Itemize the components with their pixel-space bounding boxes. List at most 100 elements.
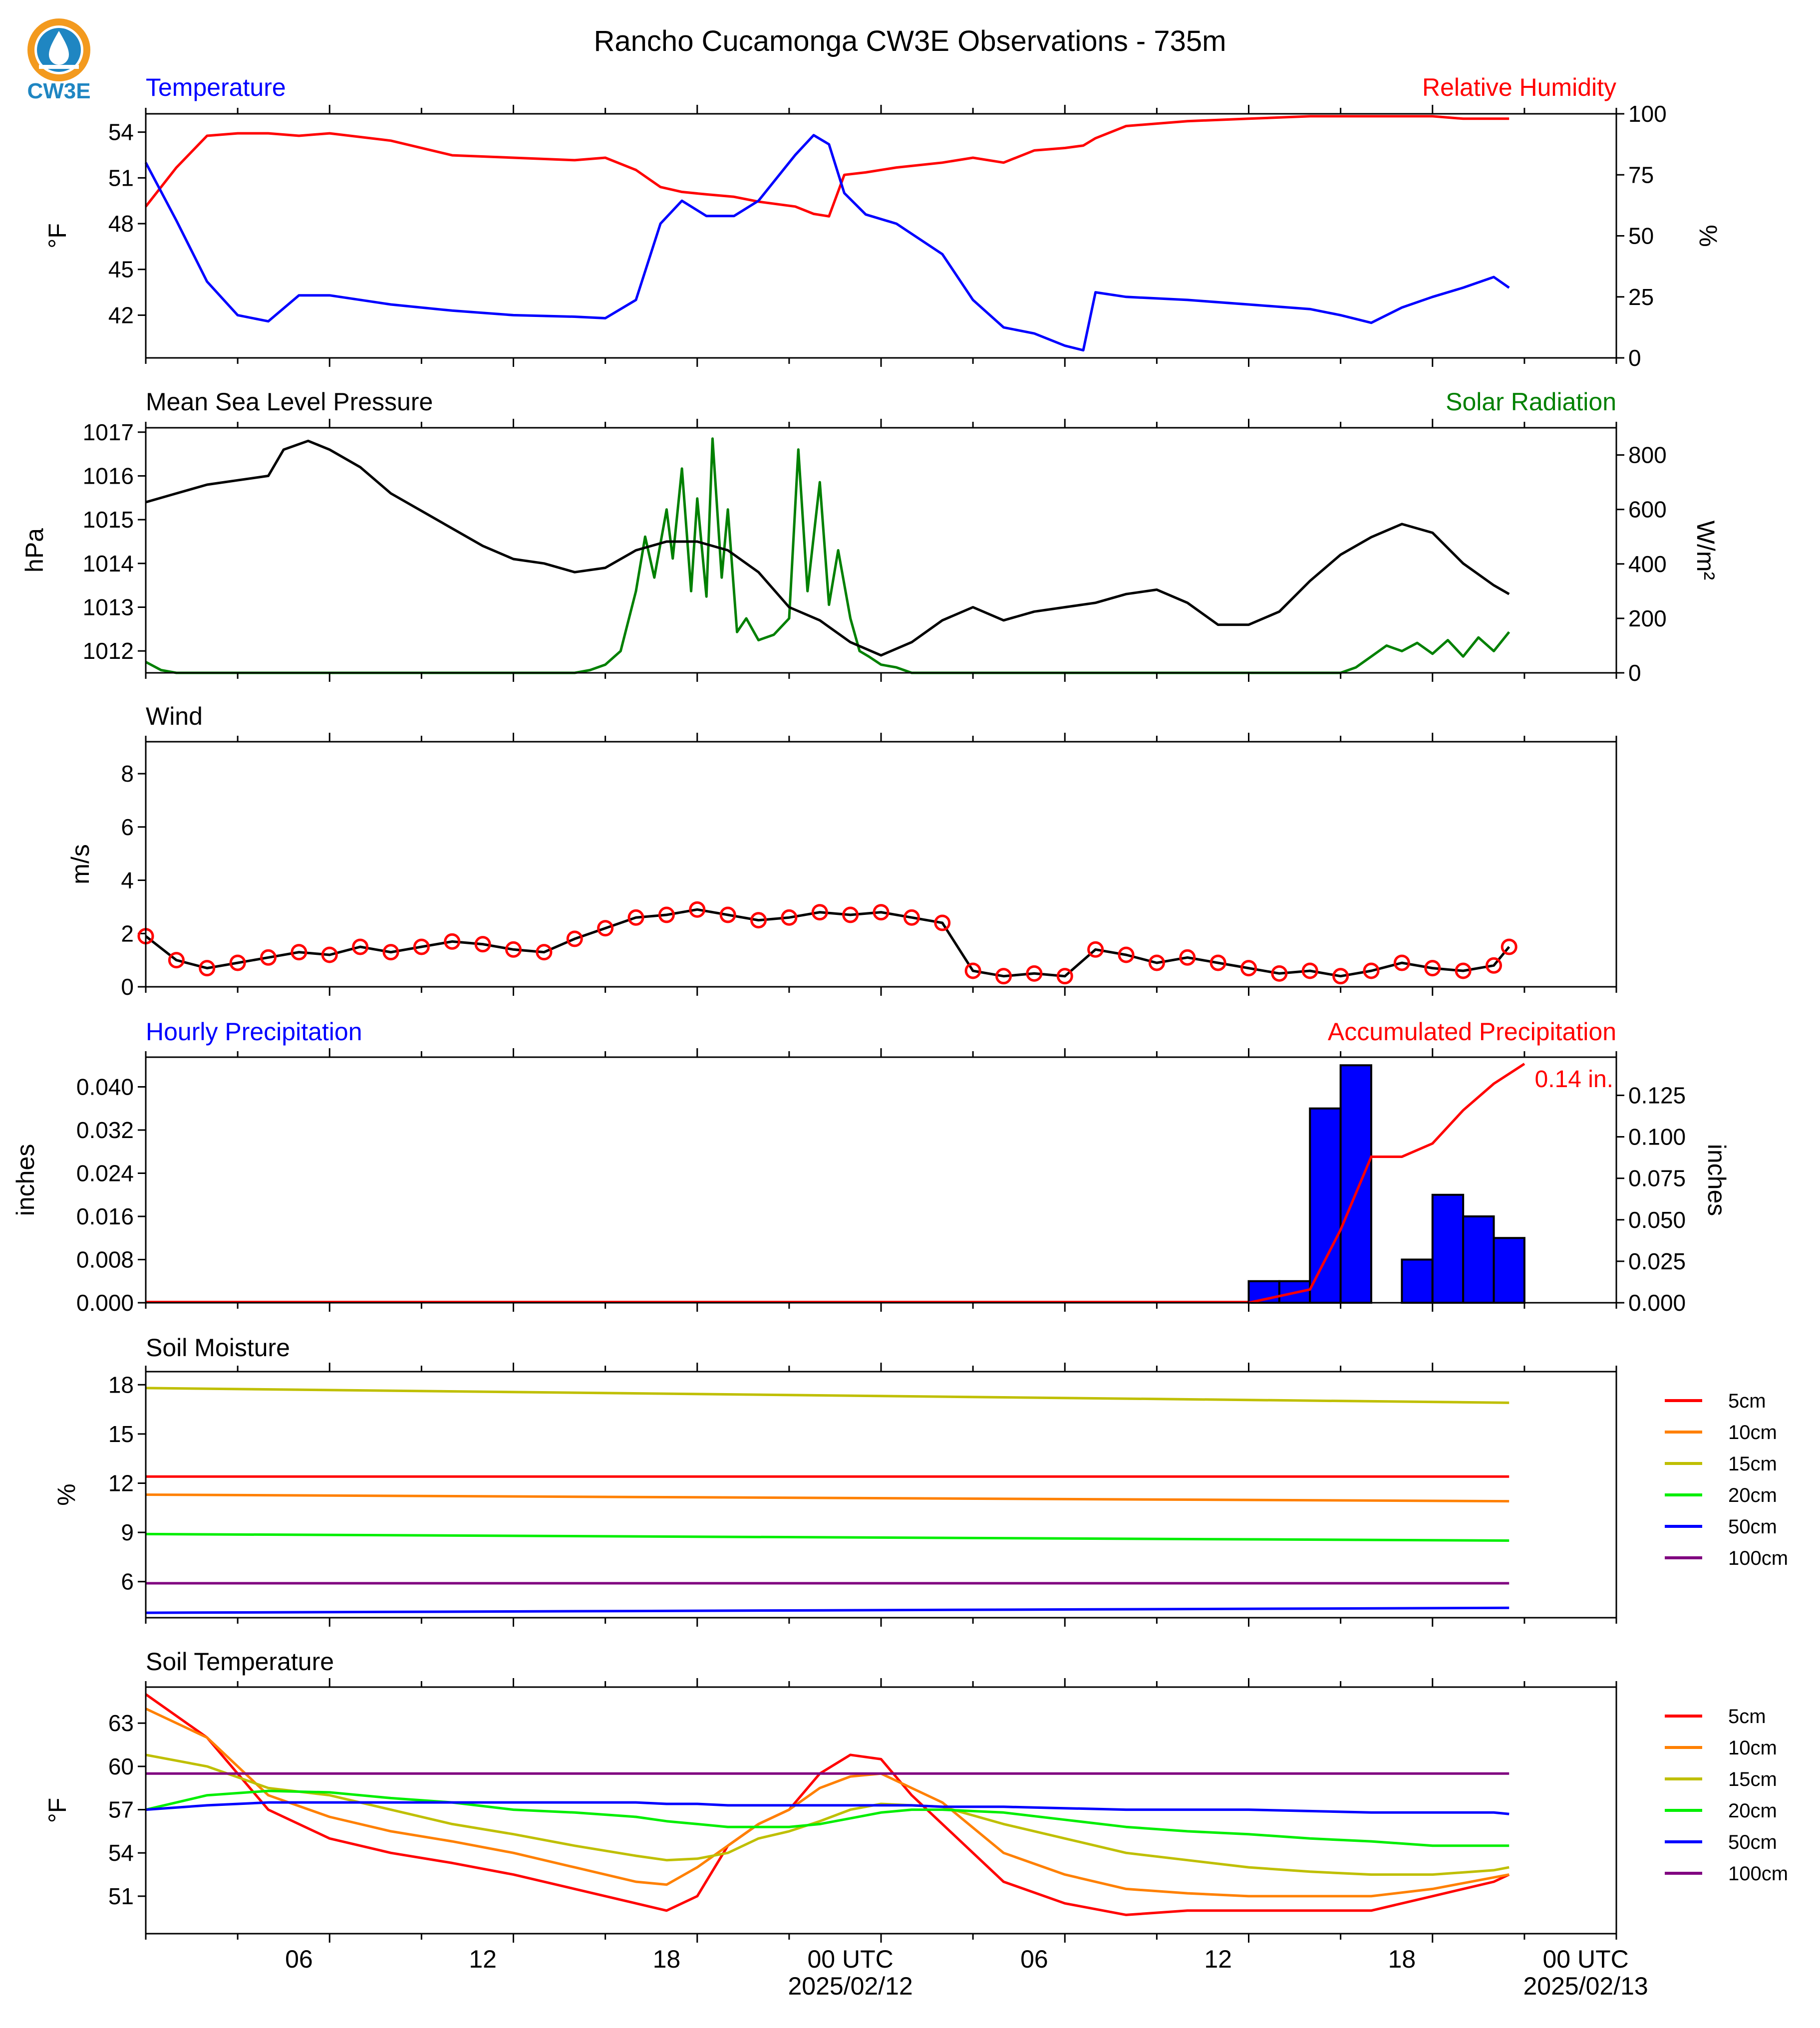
wind-obs-marker bbox=[1424, 960, 1441, 977]
accum-ytick-label: 0.125 bbox=[1628, 1082, 1686, 1108]
panel-title-right: Accumulated Precipitation bbox=[1328, 1018, 1616, 1046]
accumulated-total-label: 0.14 in. bbox=[1535, 1066, 1613, 1093]
wind-ytick-label: 4 bbox=[121, 868, 134, 893]
pressure-solar-panel: Mean Sea Level Pressure Solar Radiation 10… bbox=[20, 388, 1720, 686]
date-label: 2025/02/12 bbox=[788, 1972, 913, 2000]
precip-ytick-label: 0.032 bbox=[76, 1117, 134, 1143]
wind-obs-marker bbox=[1240, 960, 1257, 977]
wind-obs-marker bbox=[1501, 938, 1517, 955]
wind-ytick-label: 0 bbox=[121, 974, 134, 1000]
precip-ytick-label: 0.000 bbox=[76, 1290, 134, 1316]
precip-ytick-label: 0.008 bbox=[76, 1246, 134, 1272]
rh-ytick-label: 75 bbox=[1628, 162, 1654, 188]
wind-obs-marker bbox=[597, 920, 614, 937]
wind-obs-marker bbox=[903, 909, 920, 926]
wind-line bbox=[145, 908, 1511, 978]
legend-label-10cm: 10cm bbox=[1728, 1737, 1777, 1759]
pressure-ytick-label: 1015 bbox=[83, 507, 134, 533]
y-axis-label: °F bbox=[43, 223, 71, 249]
soil-temperature-line-15cm bbox=[145, 1753, 1510, 1876]
temp-ytick-label: 45 bbox=[108, 257, 134, 283]
temperature-humidity-panel: Temperature Relative Humidity 54 51 48 45 42 10… bbox=[43, 73, 1722, 371]
panel-title-left: Soil Moisture bbox=[146, 1334, 290, 1362]
temperature-line bbox=[144, 134, 1510, 352]
wind-obs-marker bbox=[321, 946, 338, 963]
accum-ytick-label: 0.025 bbox=[1628, 1248, 1686, 1274]
legend-label-100cm: 100cm bbox=[1728, 1863, 1788, 1885]
precip-ytick-label: 0.016 bbox=[76, 1203, 134, 1229]
precip-ytick-label: 0.024 bbox=[76, 1160, 134, 1186]
wind-obs-marker bbox=[750, 912, 767, 929]
soil-moisture-ytick-label: 15 bbox=[108, 1421, 134, 1447]
wind-obs-marker bbox=[1271, 965, 1288, 982]
soil-moisture-ytick-label: 12 bbox=[108, 1470, 134, 1496]
y-axis-label: hPa bbox=[20, 528, 48, 573]
wind-ytick-label: 2 bbox=[121, 920, 134, 946]
pressure-ytick-label: 1016 bbox=[83, 463, 134, 489]
panel-title-left: Temperature bbox=[146, 73, 286, 101]
wind-obs-marker bbox=[1486, 957, 1502, 974]
y-axis-label: inches bbox=[11, 1144, 39, 1216]
soil-temp-ytick-label: 51 bbox=[108, 1883, 134, 1909]
legend-label-20cm: 20cm bbox=[1728, 1484, 1777, 1506]
rh-ytick-label: 50 bbox=[1628, 223, 1654, 249]
wind-panel: Wind 8 6 4 2 0 m/s bbox=[66, 702, 1617, 1000]
legend-label-100cm: 100cm bbox=[1728, 1547, 1788, 1569]
soil-temperature-line-50cm bbox=[145, 1801, 1510, 1815]
precip-bar bbox=[1493, 1237, 1525, 1304]
logo-text: CW3E bbox=[27, 79, 90, 103]
pressure-ytick-label: 1014 bbox=[83, 551, 134, 577]
wind-obs-marker bbox=[1332, 968, 1349, 985]
panel-title-right: Solar Radiation bbox=[1446, 388, 1616, 416]
legend-label-5cm: 5cm bbox=[1728, 1706, 1766, 1728]
wind-obs-marker bbox=[382, 944, 399, 961]
wind-obs-marker bbox=[291, 944, 307, 961]
y-axis-label-right: % bbox=[1694, 225, 1722, 247]
accumulated-precip-line bbox=[1248, 1063, 1525, 1304]
figure-title: Rancho Cucamonga CW3E Observations - 735… bbox=[594, 25, 1226, 57]
wind-obs-marker bbox=[658, 906, 675, 923]
wind-obs-marker bbox=[873, 904, 890, 921]
humidity-line bbox=[145, 115, 1510, 218]
wind-obs-marker bbox=[995, 968, 1012, 985]
time-tick-label: 12 bbox=[469, 1945, 497, 1973]
wind-obs-marker bbox=[168, 952, 185, 969]
precip-bar bbox=[1339, 1064, 1372, 1304]
legend-label-50cm: 50cm bbox=[1728, 1831, 1777, 1853]
soil-moisture-ytick-label: 6 bbox=[121, 1569, 134, 1595]
soil-temp-ytick-label: 63 bbox=[108, 1710, 134, 1736]
wind-obs-marker bbox=[627, 909, 644, 926]
time-tick-label: 00 UTC bbox=[807, 1945, 893, 1973]
precip-bar bbox=[1462, 1215, 1495, 1304]
precip-bar bbox=[1309, 1107, 1342, 1304]
rh-ytick-label: 100 bbox=[1628, 101, 1667, 127]
wind-obs-marker bbox=[505, 941, 522, 958]
rh-ytick-label: 25 bbox=[1628, 284, 1654, 310]
legend-label-15cm: 15cm bbox=[1728, 1768, 1777, 1790]
wind-obs-marker bbox=[566, 930, 583, 947]
wind-obs-marker bbox=[1455, 962, 1472, 979]
temp-ytick-label: 42 bbox=[108, 302, 134, 328]
soil-moisture-line-50cm bbox=[145, 1606, 1510, 1614]
precip-bar bbox=[1401, 1258, 1434, 1304]
pressure-ytick-label: 1012 bbox=[83, 638, 134, 664]
pressure-line bbox=[145, 439, 1510, 657]
wind-obs-marker bbox=[444, 933, 461, 950]
wind-obs-marker bbox=[1087, 941, 1104, 958]
solar-ytick-label: 200 bbox=[1628, 605, 1667, 631]
precip-bar bbox=[1431, 1193, 1465, 1304]
wind-obs-marker bbox=[260, 949, 277, 966]
wind-obs-marker bbox=[1179, 949, 1196, 966]
soil-temperature-line-20cm bbox=[145, 1789, 1510, 1847]
wind-obs-marker bbox=[229, 954, 246, 971]
wind-obs-marker bbox=[811, 904, 828, 921]
solar-ytick-label: 600 bbox=[1628, 497, 1667, 523]
legend-label-50cm: 50cm bbox=[1728, 1516, 1777, 1538]
accum-ytick-label: 0.075 bbox=[1628, 1165, 1686, 1191]
panel-title-right: Relative Humidity bbox=[1422, 73, 1616, 101]
soil-temperature-panel: Soil Temperature 63 60 57 54 51 °F 06 12 18 00 UTC… bbox=[43, 1648, 1788, 2000]
wind-obs-marker bbox=[352, 938, 369, 955]
soil-temp-ytick-label: 57 bbox=[108, 1797, 134, 1823]
y-axis-label-right: W/m² bbox=[1692, 521, 1720, 580]
